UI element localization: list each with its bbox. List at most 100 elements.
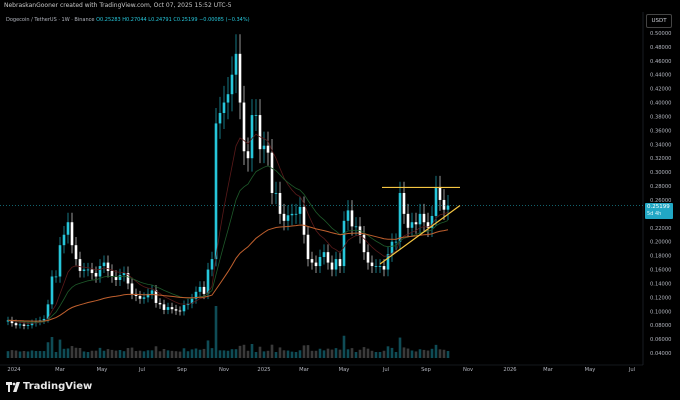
ema-slow-line [7, 224, 449, 322]
x-tick-label: Jul [382, 367, 389, 373]
candle-body [314, 262, 318, 267]
y-tick-label: 0.36000 [650, 128, 671, 134]
chart-header: NebraskanGooner created with TradingView… [0, 0, 680, 12]
candle-body [442, 199, 446, 210]
volume-bar [418, 349, 422, 358]
y-tick-label: 0.10000 [650, 309, 671, 315]
candle-body [266, 145, 270, 153]
volume-bar [118, 350, 122, 358]
volume-bar [30, 350, 34, 358]
currency-button[interactable]: USDT [646, 14, 672, 28]
x-tick-label: 2026 [503, 367, 516, 373]
candle-body [406, 213, 410, 228]
candle-body [418, 213, 422, 225]
y-tick-label: 0.04000 [650, 351, 671, 357]
volume-bar [350, 348, 354, 358]
volume-bar [66, 348, 70, 358]
candle-body [402, 193, 406, 214]
volume-bar [318, 348, 322, 358]
volume-bar [218, 350, 222, 358]
y-tick-label: 0.40000 [650, 101, 671, 107]
volume-bar [42, 351, 46, 358]
volume-bar [262, 351, 266, 358]
candle-body [46, 304, 50, 319]
x-tick-label: Mar [543, 367, 554, 373]
volume-bar [334, 348, 338, 358]
candle-body [282, 213, 286, 221]
volume-bar [46, 342, 50, 358]
volume-bar [330, 349, 334, 358]
volume-bar [282, 350, 286, 358]
volume-bar [270, 344, 274, 358]
tradingview-logo-icon[interactable] [6, 382, 20, 392]
candle-body [354, 226, 358, 228]
volume-bar [34, 351, 38, 358]
candle-body [398, 193, 402, 242]
volume-bar [338, 349, 342, 358]
volume-bar [286, 350, 290, 358]
candle-body [106, 262, 110, 271]
volume-bar [178, 351, 182, 358]
candle-body [14, 323, 18, 326]
candle-body [262, 145, 266, 150]
attribution-text: NebraskanGooner created with TradingView… [4, 2, 232, 9]
candle-body [246, 151, 250, 159]
candle-body [274, 193, 278, 194]
volume-bar [206, 340, 210, 358]
candle-body [30, 323, 34, 326]
volume-bar [442, 349, 446, 358]
volume-bar [358, 349, 362, 358]
volume-bar [138, 350, 142, 358]
volume-bar [194, 348, 198, 358]
volume-bar [58, 339, 62, 358]
volume-bar [74, 347, 78, 358]
candle-body [334, 259, 338, 270]
volume-bar [174, 351, 178, 358]
candle-body [154, 290, 158, 303]
x-tick-label: 2024 [7, 367, 21, 373]
candle-body [6, 320, 10, 322]
x-tick-label: Nov [219, 367, 229, 373]
volume-bar [6, 351, 10, 358]
volume-bar [22, 350, 26, 358]
x-tick-label: Jul [138, 367, 145, 373]
candle-body [446, 205, 450, 210]
candle-body [66, 222, 70, 235]
candle-body [342, 220, 346, 267]
y-tick-label: 0.28000 [650, 184, 671, 190]
candle-body [98, 266, 102, 277]
volume-bar [422, 349, 426, 358]
ema-fast-line [7, 133, 449, 324]
volume-bar [106, 349, 110, 358]
candle-body [370, 262, 374, 267]
volume-bar [294, 352, 298, 358]
candle-body [222, 102, 226, 113]
candle-body [110, 270, 114, 277]
candle-body [294, 213, 298, 215]
candle-body [330, 262, 334, 270]
volume-bar [190, 349, 194, 358]
volume-bar [202, 348, 206, 358]
symbol-legend[interactable]: Dogecoin / TetherUS · 1W · Binance O0.25… [6, 17, 250, 23]
y-tick-label: 0.18000 [650, 254, 671, 260]
volume-bar [26, 351, 30, 358]
volume-bar [406, 348, 410, 358]
y-tick-label: 0.50000 [650, 31, 671, 37]
candle-body [426, 222, 430, 228]
candle-body [170, 307, 174, 310]
candle-body [422, 213, 426, 223]
volume-bar [346, 349, 350, 358]
candle-body [22, 324, 26, 326]
volume-bar [298, 350, 302, 358]
volume-bar [246, 350, 250, 358]
tradingview-brand[interactable]: TradingView [23, 381, 93, 392]
candle-body [290, 213, 294, 216]
volume-bar [98, 347, 102, 358]
volume-bar [122, 351, 126, 358]
volume-bar [390, 347, 394, 358]
volume-bar [362, 347, 366, 358]
volume-bar [90, 350, 94, 358]
volume-bar [258, 346, 262, 358]
volume-bar [306, 345, 310, 358]
volume-bar [414, 351, 418, 358]
